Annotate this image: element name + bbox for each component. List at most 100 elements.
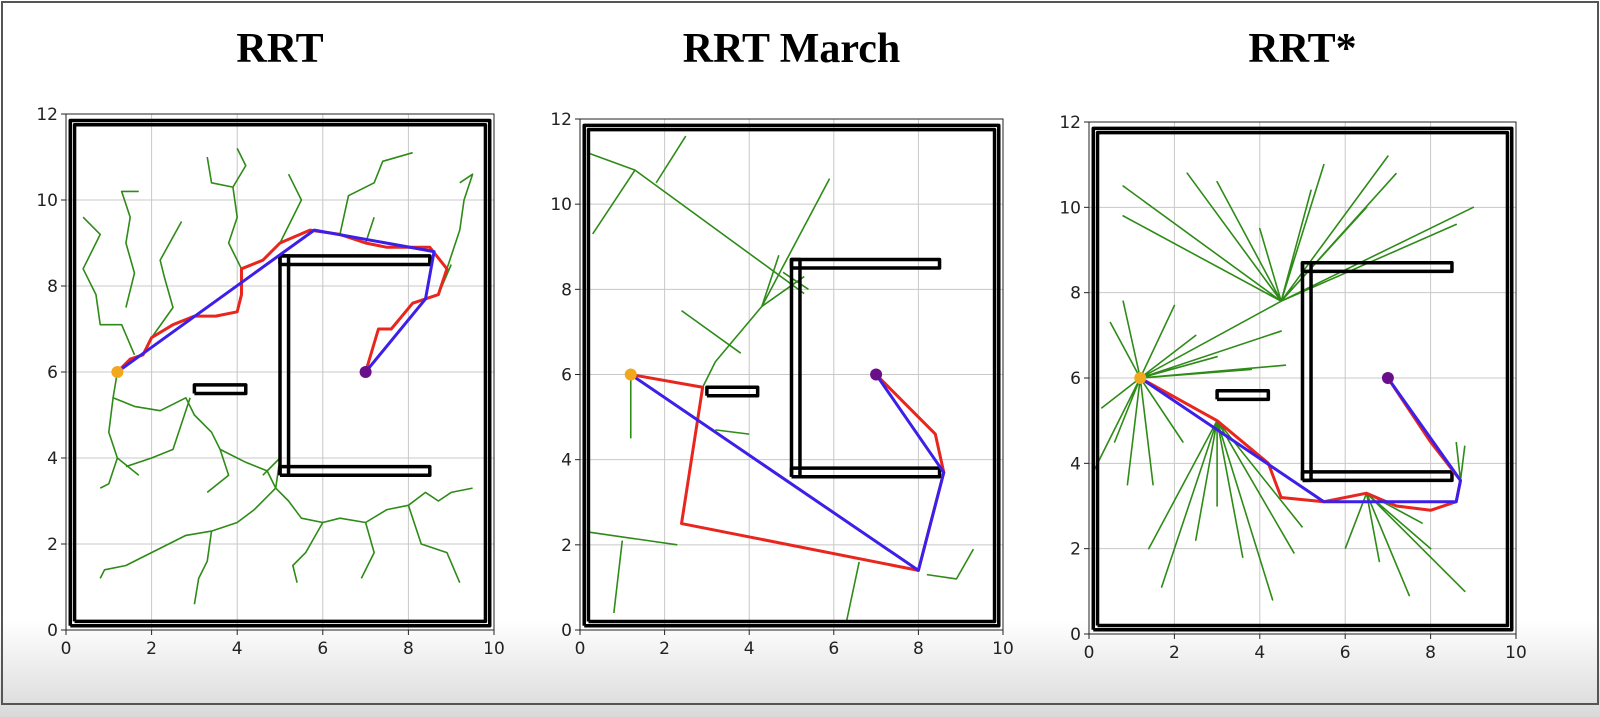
path-line bbox=[1092, 300, 1287, 486]
y-tick-label: 2 bbox=[1070, 540, 1081, 560]
x-tick-label: 6 bbox=[317, 639, 328, 659]
path-line bbox=[588, 152, 805, 295]
point bbox=[111, 366, 124, 378]
point bbox=[624, 368, 637, 381]
y-tick-label: 4 bbox=[1070, 454, 1081, 474]
chart-title: RRT bbox=[236, 26, 323, 72]
y-tick-label: 2 bbox=[47, 535, 58, 555]
path-line bbox=[68, 118, 492, 628]
y-tick-label: 4 bbox=[47, 449, 58, 469]
path-line bbox=[278, 254, 432, 267]
path-line bbox=[1215, 389, 1271, 402]
y-tick-label: 6 bbox=[1070, 369, 1081, 389]
x-tick-label: 2 bbox=[659, 639, 670, 659]
x-tick-label: 4 bbox=[1254, 643, 1265, 663]
path-line bbox=[761, 255, 780, 307]
path-line bbox=[278, 254, 291, 477]
path-line bbox=[407, 505, 461, 584]
point bbox=[1134, 372, 1147, 384]
y-tick-label: 0 bbox=[47, 621, 58, 641]
path-line bbox=[112, 371, 473, 524]
path-line bbox=[120, 190, 139, 308]
chart-title: RRT March bbox=[683, 26, 900, 72]
path-line bbox=[279, 173, 303, 244]
path-line bbox=[586, 127, 997, 624]
x-tick-label: 10 bbox=[483, 639, 505, 659]
axes-frame bbox=[579, 118, 1004, 631]
path-line bbox=[278, 464, 432, 477]
y-tick-label: 12 bbox=[550, 110, 572, 130]
y-tick-label: 10 bbox=[550, 195, 572, 215]
path-line bbox=[82, 216, 136, 356]
path-line bbox=[339, 151, 413, 235]
y-tick-label: 6 bbox=[47, 363, 58, 383]
x-tick-label: 2 bbox=[146, 639, 157, 659]
x-tick-label: 6 bbox=[1340, 643, 1351, 663]
path-line bbox=[99, 397, 119, 489]
path-line bbox=[1300, 261, 1313, 483]
point bbox=[870, 368, 883, 381]
x-tick-label: 8 bbox=[913, 639, 924, 659]
path-line bbox=[1344, 492, 1466, 597]
y-tick-label: 4 bbox=[561, 451, 572, 471]
path-line bbox=[72, 123, 488, 624]
path-line bbox=[1300, 261, 1454, 274]
path-line bbox=[926, 548, 975, 580]
path-line bbox=[789, 466, 942, 479]
path-line bbox=[629, 373, 946, 572]
chart-title: RRT* bbox=[1248, 26, 1356, 72]
path-line bbox=[761, 178, 831, 307]
y-tick-label: 8 bbox=[1070, 284, 1081, 304]
y-tick-label: 10 bbox=[1059, 198, 1081, 218]
y-tick-label: 6 bbox=[561, 366, 572, 386]
x-tick-label: 2 bbox=[1169, 643, 1180, 663]
x-tick-label: 4 bbox=[744, 639, 755, 659]
path-line bbox=[116, 228, 449, 374]
path-line bbox=[613, 540, 624, 614]
path-line bbox=[1300, 470, 1454, 483]
x-tick-label: 10 bbox=[1505, 643, 1527, 663]
path-line bbox=[116, 228, 436, 374]
path-line bbox=[701, 275, 805, 388]
x-tick-label: 6 bbox=[828, 639, 839, 659]
y-tick-label: 0 bbox=[1070, 625, 1081, 645]
path-line bbox=[1095, 130, 1510, 628]
x-tick-label: 4 bbox=[232, 639, 243, 659]
path-line bbox=[592, 169, 636, 235]
x-tick-label: 0 bbox=[575, 639, 586, 659]
y-tick-label: 8 bbox=[561, 280, 572, 300]
path-line bbox=[446, 173, 474, 270]
path-line bbox=[1147, 419, 1304, 601]
y-tick-label: 8 bbox=[47, 277, 58, 297]
path-line bbox=[1139, 376, 1462, 512]
path-line bbox=[227, 148, 247, 270]
y-tick-label: 0 bbox=[561, 621, 572, 641]
x-tick-label: 8 bbox=[403, 639, 414, 659]
path-line bbox=[681, 309, 742, 354]
y-tick-label: 12 bbox=[1059, 113, 1081, 133]
path-line bbox=[150, 221, 183, 339]
path-line bbox=[1091, 126, 1514, 632]
path-line bbox=[292, 522, 324, 583]
path-line bbox=[1139, 376, 1462, 504]
path-line bbox=[715, 429, 750, 435]
path-line bbox=[787, 561, 860, 623]
path-line bbox=[125, 397, 191, 468]
path-line bbox=[789, 257, 802, 479]
axes-frame bbox=[65, 113, 495, 631]
path-line bbox=[99, 487, 277, 579]
path-line bbox=[192, 383, 248, 396]
path-line bbox=[705, 385, 760, 398]
y-tick-label: 12 bbox=[36, 105, 58, 125]
point bbox=[359, 366, 372, 378]
path-line bbox=[782, 271, 809, 290]
x-tick-label: 0 bbox=[61, 639, 72, 659]
y-tick-label: 2 bbox=[561, 536, 572, 556]
path-line bbox=[588, 531, 678, 546]
path-line bbox=[1455, 441, 1466, 482]
path-line bbox=[789, 257, 942, 270]
path-line bbox=[360, 522, 375, 579]
